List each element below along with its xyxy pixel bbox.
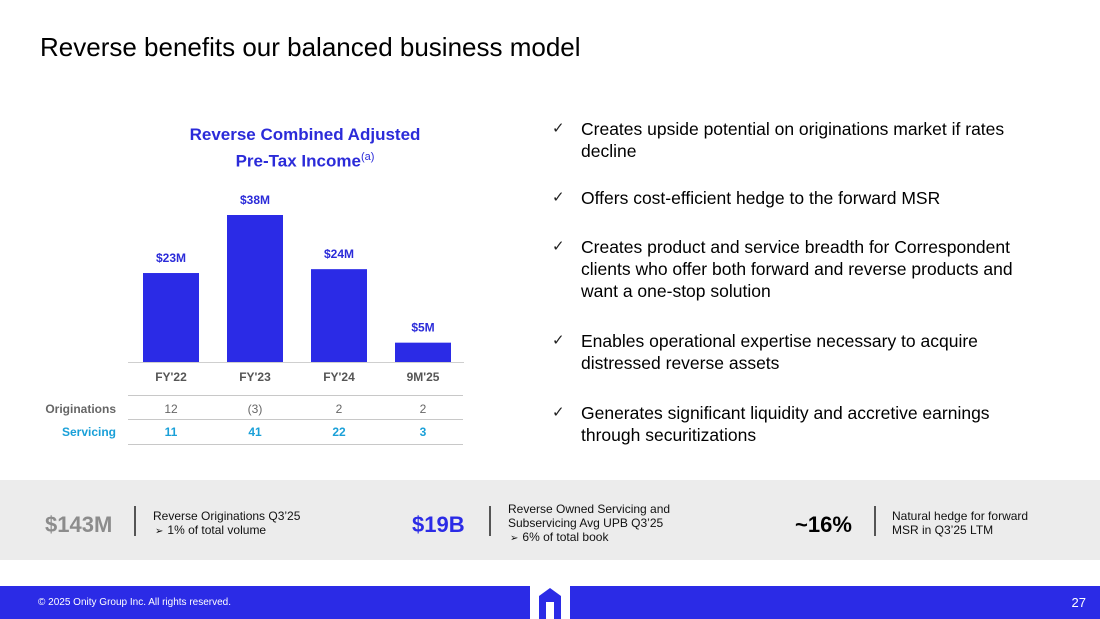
check-icon: ✓ bbox=[552, 238, 565, 255]
x-tick-label: FY'24 bbox=[323, 370, 355, 384]
table-cell: 12 bbox=[164, 402, 178, 416]
data-label: $24M bbox=[324, 247, 354, 261]
bullet-item: ✓ Creates product and service breadth fo… bbox=[552, 236, 1052, 302]
check-icon: ✓ bbox=[552, 120, 565, 137]
x-tick-label: 9M'25 bbox=[407, 370, 440, 384]
page-number: 27 bbox=[1071, 595, 1086, 610]
bar-9M'25 bbox=[395, 342, 451, 362]
stat-description-hedge: Natural hedge for forward MSR in Q3’25 L… bbox=[892, 509, 1028, 537]
bullet-item: ✓ Enables operational expertise necessar… bbox=[552, 330, 1052, 374]
table-cell: 2 bbox=[335, 402, 343, 416]
table-divider-mid bbox=[128, 419, 463, 420]
table-row-label-servicing: Servicing bbox=[61, 425, 116, 439]
slide-title: Reverse benefits our balanced business m… bbox=[40, 32, 581, 62]
bullet-item: ✓ Offers cost-efficient hedge to the for… bbox=[552, 187, 1052, 209]
table-cell: 11 bbox=[164, 425, 178, 439]
table-cell: 41 bbox=[248, 425, 262, 439]
arrow-bullet-icon: ➢ bbox=[155, 526, 164, 537]
chart-title-line2: Pre-Tax Income bbox=[235, 151, 361, 171]
onity-logo-icon bbox=[530, 582, 570, 619]
check-icon: ✓ bbox=[552, 404, 565, 421]
data-label: $5M bbox=[411, 321, 434, 335]
copyright-text: © 2025 Onity Group Inc. All rights reser… bbox=[38, 597, 232, 608]
chart-title-footnote: (a) bbox=[360, 151, 375, 163]
stat-divider bbox=[874, 506, 876, 536]
table-cell: 3 bbox=[419, 425, 427, 439]
check-icon: ✓ bbox=[552, 189, 565, 206]
chart-title: Reverse Combined Adjusted Pre-Tax Income… bbox=[150, 124, 460, 173]
stat-divider bbox=[134, 506, 136, 536]
bullet-text: Enables operational expertise necessary … bbox=[581, 331, 978, 373]
footer-bar: © 2025 Onity Group Inc. All rights reser… bbox=[0, 582, 1100, 619]
stat-sub: 6% of total book bbox=[522, 530, 609, 544]
check-icon: ✓ bbox=[552, 332, 565, 349]
table-cell: (3) bbox=[247, 402, 263, 416]
bullet-text: Creates product and service breadth for … bbox=[581, 237, 1013, 301]
table-cell: 22 bbox=[332, 425, 346, 439]
bar-FY'23 bbox=[227, 215, 283, 362]
table-divider-top bbox=[128, 395, 463, 396]
stats-bar: $143M Reverse Originations Q3’25 ➢ 1% of … bbox=[0, 480, 1100, 560]
stat-description-originations: Reverse Originations Q3’25 ➢ 1% of total … bbox=[153, 509, 300, 539]
stat-line: Subservicing Avg UPB Q3’25 bbox=[508, 516, 664, 530]
stat-divider bbox=[489, 506, 491, 536]
stat-line: MSR in Q3’25 LTM bbox=[892, 523, 994, 537]
bullet-item: ✓ Generates significant liquidity and ac… bbox=[552, 402, 1052, 446]
bullet-text: Generates significant liquidity and accr… bbox=[581, 403, 990, 445]
bullet-text: Offers cost-efficient hedge to the forwa… bbox=[581, 188, 941, 208]
chart-title-line1: Reverse Combined Adjusted bbox=[189, 125, 421, 144]
bar-chart: $23M FY'22 $38M FY'23 $24M FY'24 $5M 9M'25 bbox=[128, 193, 464, 384]
table-divider-bottom bbox=[128, 444, 463, 445]
bar-FY'22 bbox=[143, 273, 199, 362]
bar-FY'24 bbox=[311, 269, 367, 362]
table-row-label-originations: Originations bbox=[45, 402, 116, 416]
stat-line: Reverse Owned Servicing and bbox=[508, 502, 671, 516]
stat-line: Natural hedge for forward bbox=[892, 509, 1029, 523]
stat-value-servicing: $19B bbox=[412, 512, 465, 537]
stat-value-hedge: ~16% bbox=[795, 512, 852, 537]
data-label: $23M bbox=[156, 251, 186, 265]
arrow-bullet-icon: ➢ bbox=[510, 533, 519, 544]
bullet-item: ✓ Creates upside potential on originatio… bbox=[552, 118, 1052, 162]
stat-sub: 1% of total volume bbox=[167, 523, 267, 537]
stat-value-originations: $143M bbox=[45, 512, 113, 537]
stat-line: Reverse Originations Q3’25 bbox=[153, 509, 301, 523]
x-tick-label: FY'23 bbox=[239, 370, 271, 384]
stat-description-servicing: Reverse Owned Servicing and Subservicing… bbox=[508, 502, 670, 546]
data-label: $38M bbox=[240, 193, 270, 207]
bullet-text: Creates upside potential on originations… bbox=[581, 119, 1005, 161]
x-tick-label: FY'22 bbox=[155, 370, 187, 384]
table-cell: 2 bbox=[419, 402, 427, 416]
